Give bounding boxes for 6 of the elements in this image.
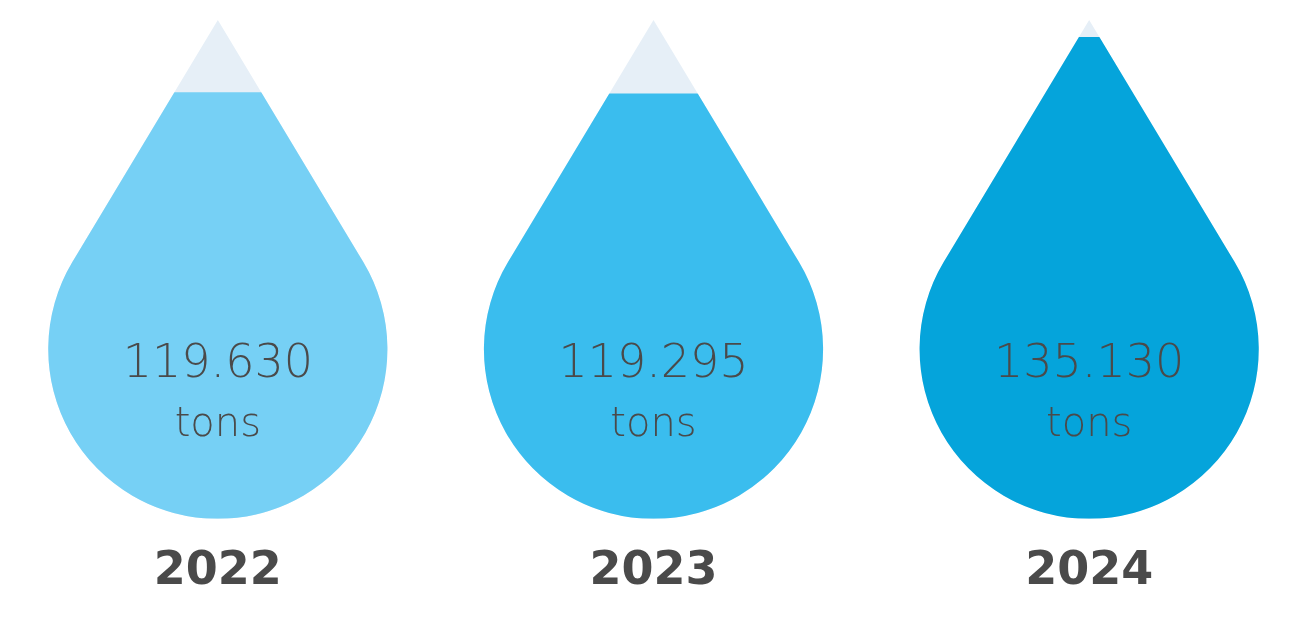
x-tick-label: 2022 (153, 541, 282, 596)
x-tick-label: 2023 (589, 541, 718, 596)
data-label: 119.295 tons (558, 334, 749, 445)
data-label: 135.130 tons (994, 334, 1185, 445)
x-tick-label: 2024 (1025, 541, 1154, 596)
data-label: 119.630 tons (122, 334, 313, 445)
